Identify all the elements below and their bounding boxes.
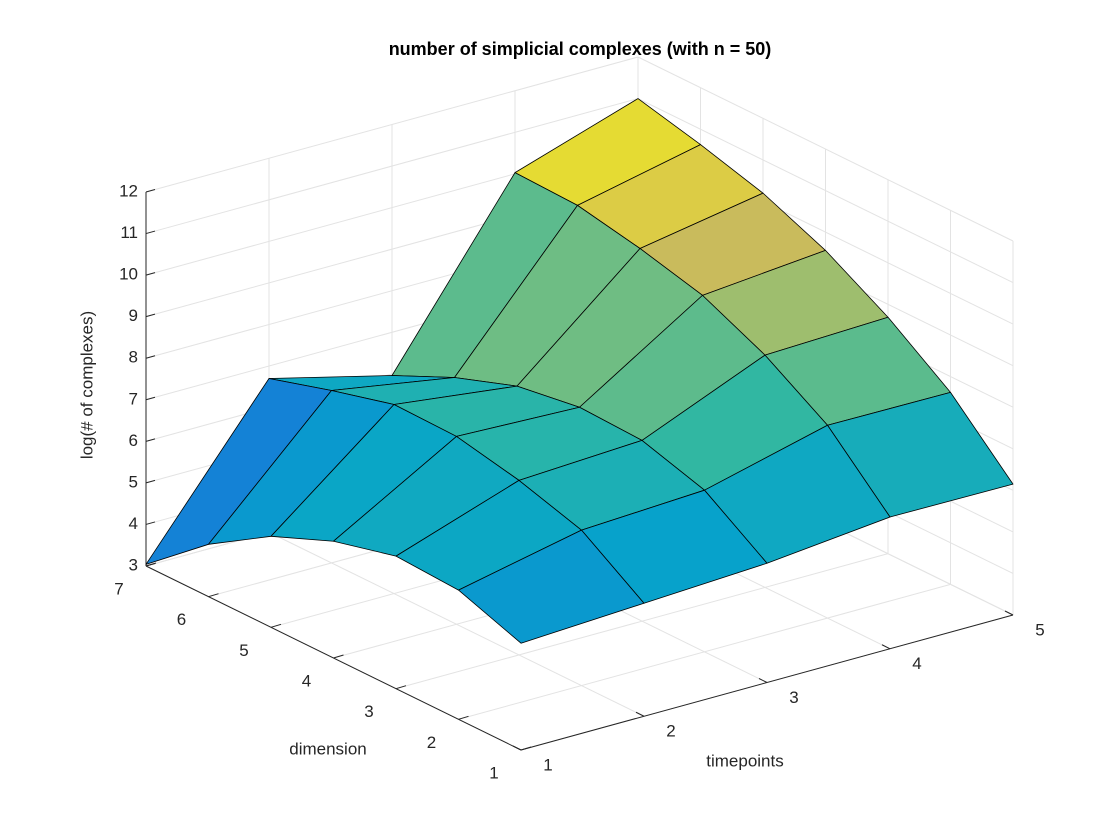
y-tick-label: 1 [489, 763, 498, 782]
z-axis-label: log(# of complexes) [77, 311, 96, 459]
z-tick [145, 189, 156, 193]
grid-line [637, 98, 1014, 284]
y-tick [270, 623, 282, 628]
x-tick-label: 2 [666, 722, 675, 741]
y-tick-label: 2 [427, 733, 436, 752]
z-tick [145, 313, 156, 318]
z-tick [145, 396, 156, 401]
y-tick-label: 4 [302, 671, 311, 690]
z-tick-label: 9 [129, 306, 138, 325]
y-tick-label: 3 [364, 702, 373, 721]
z-tick [145, 479, 156, 484]
z-tick-label: 8 [129, 348, 138, 367]
y-tick [145, 562, 157, 567]
grid-line [145, 98, 639, 235]
z-tick [145, 230, 156, 235]
z-tick [145, 521, 156, 525]
grid-line [637, 56, 1014, 242]
x-tick-label: 4 [912, 654, 921, 673]
surface-facet [458, 529, 645, 644]
x-tick [758, 678, 768, 683]
z-tick-label: 11 [120, 223, 138, 242]
y-tick [520, 746, 532, 751]
x-tick [512, 745, 522, 751]
z-tick-label: 4 [129, 514, 138, 533]
z-tick-label: 6 [129, 431, 138, 450]
z-tick [145, 272, 156, 276]
x-tick [635, 711, 645, 717]
z-tick-label: 3 [129, 555, 138, 574]
y-tick [458, 715, 469, 720]
z-tick [145, 438, 156, 442]
z-tick-label: 7 [129, 389, 138, 408]
grid-line [145, 56, 639, 193]
z-tick-label: 5 [129, 472, 138, 491]
x-axis-label: timepoints [706, 751, 783, 770]
grid-line [458, 583, 951, 720]
y-tick [333, 654, 344, 659]
chart-title: number of simplicial complexes (with n =… [389, 39, 772, 59]
y-tick-label: 7 [114, 579, 123, 598]
z-tick [145, 355, 156, 359]
x-tick [881, 644, 891, 650]
grid-line [395, 553, 889, 690]
x-tick-label: 1 [543, 755, 552, 774]
x-tick-label: 3 [789, 688, 798, 707]
y-axis-label: dimension [289, 739, 367, 758]
y-tick [395, 685, 407, 690]
y-tick [208, 593, 219, 598]
z-tick-label: 12 [119, 181, 138, 200]
x-tick-label: 5 [1035, 620, 1044, 639]
y-tick-label: 6 [177, 610, 186, 629]
z-tick-label: 10 [119, 265, 138, 284]
y-tick-label: 5 [239, 641, 248, 660]
x-tick [1004, 610, 1014, 616]
